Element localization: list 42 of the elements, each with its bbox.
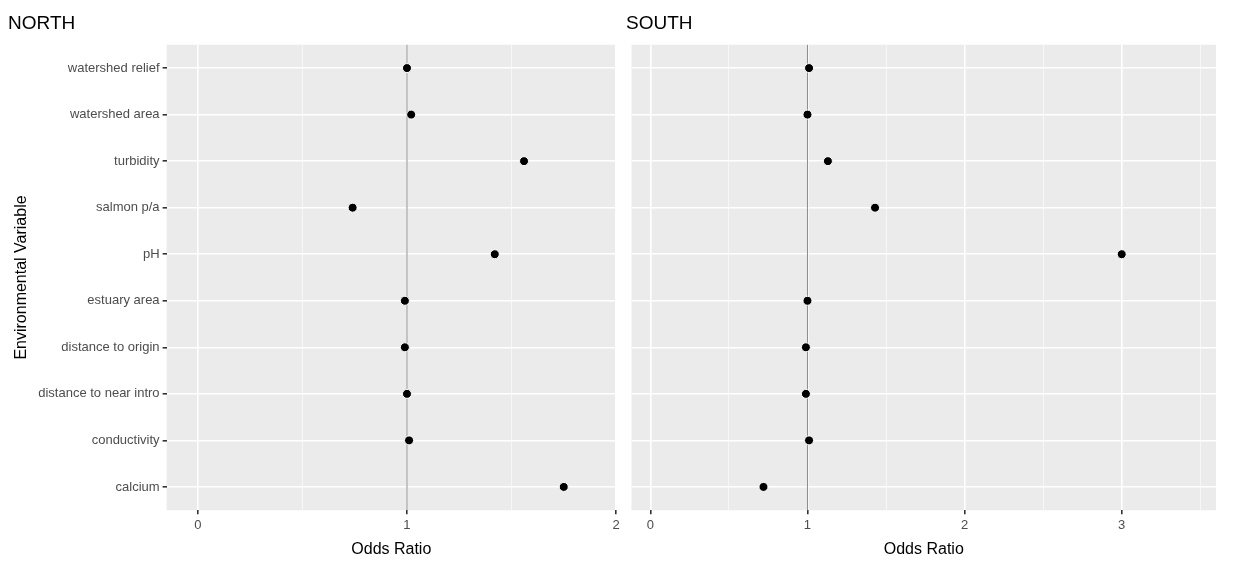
x-axis-title: Odds Ratio [351,539,432,557]
y-tick-label: estuary area [87,292,161,308]
y-tick-label: conductivity [91,431,161,447]
point [406,109,417,120]
point [558,481,569,492]
chart-title: SOUTH [626,11,693,33]
point [1116,249,1127,260]
point [802,295,813,306]
point [399,342,410,353]
point [822,156,833,167]
x-tick-label: 2 [960,516,969,532]
chart-title: NORTH [8,11,76,33]
y-tick-label: calcium [115,478,160,494]
point [800,342,811,353]
point [404,435,415,446]
x-tick-label: 2 [612,516,620,532]
point [347,202,358,213]
x-tick-label: 1 [803,516,812,532]
x-tick-label: 0 [194,516,202,532]
point [519,156,530,167]
x-tick-label: 0 [646,516,654,532]
y-axis-title: Environmental Variable [12,195,30,360]
point [399,295,410,306]
point [401,63,412,74]
point [800,388,811,399]
x-tick-label: 3 [1118,516,1126,532]
point [401,388,412,399]
y-tick-label: distance to origin [61,338,160,354]
point [804,63,815,74]
y-tick-label: salmon p/a [96,199,161,215]
y-tick-label: watershed area [68,106,161,122]
y-tick-label: pH [142,245,160,261]
y-tick-label: distance to near intro [38,385,160,401]
x-axis-title: Odds Ratio [883,539,964,557]
x-tick-label: 1 [403,516,411,532]
point [758,481,769,492]
point [489,249,500,260]
y-tick-label: turbidity [114,152,161,168]
point [870,202,881,213]
point [804,435,815,446]
y-tick-label: watershed relief [66,59,160,75]
point [802,109,813,120]
